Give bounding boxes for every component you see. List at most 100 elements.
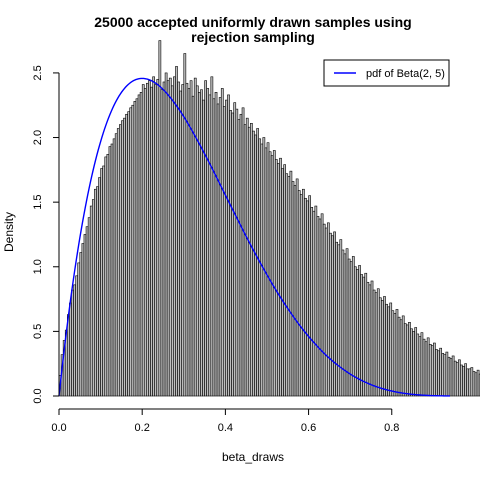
histogram-bar: [366, 281, 370, 397]
histogram-bar: [368, 284, 372, 397]
histogram-bar: [428, 344, 432, 397]
histogram-bar: [435, 349, 438, 397]
histogram-bar: [295, 178, 299, 397]
histogram-bar: [466, 368, 470, 397]
histogram-bar: [449, 358, 453, 397]
histogram-bar: [239, 113, 243, 397]
histogram-bar: [73, 284, 76, 397]
histogram-bar: [343, 253, 347, 397]
histogram-bar: [433, 342, 436, 397]
histogram-bar: [241, 107, 245, 397]
histogram-bar: [110, 143, 114, 397]
histogram-bar: [106, 154, 110, 397]
histogram-bar: [468, 368, 472, 397]
histogram-bar: [308, 195, 311, 397]
histogram-bar: [121, 120, 124, 397]
legend-label: pdf of Beta(2, 5): [366, 68, 445, 80]
histogram-bar: [455, 362, 459, 397]
histogram-bar: [100, 168, 103, 397]
histogram-bar: [210, 76, 214, 397]
y-tick-label: 2.5: [32, 65, 44, 80]
histogram-bar: [171, 85, 174, 397]
histogram-bar: [162, 81, 166, 397]
histogram-bar: [198, 92, 201, 397]
histogram-bar: [291, 181, 295, 397]
histogram-bar: [464, 363, 467, 397]
histogram-bar: [96, 186, 99, 397]
histogram-bar: [445, 351, 449, 397]
histogram-bar: [270, 155, 274, 397]
y-axis: 0.0 0.5 1.0 1.5 2.0 2.5: [32, 65, 60, 404]
histogram-bar: [391, 310, 395, 397]
chart-title: 25000 accepted uniformly drawn samples u…: [94, 14, 411, 45]
histogram-bar: [158, 40, 162, 397]
histogram-bar: [187, 88, 191, 397]
histogram-bar: [389, 302, 393, 397]
histogram-bar: [223, 106, 226, 397]
histogram-bar: [91, 199, 95, 397]
histogram-bar: [302, 188, 305, 397]
histogram-bar: [360, 274, 363, 397]
histogram-bar: [247, 126, 251, 397]
histogram-bar: [175, 66, 178, 397]
x-tick-label: 0.0: [51, 422, 66, 434]
histogram-bar: [381, 300, 384, 397]
histogram-bar: [77, 262, 81, 397]
beta-pdf-line: [58, 77, 451, 397]
histogram-bar: [418, 336, 422, 397]
histogram-bar: [243, 124, 247, 397]
histogram-bar: [114, 133, 118, 397]
histogram-bar: [268, 151, 272, 397]
x-tick-label: 0.4: [218, 422, 233, 434]
histogram-bar: [293, 185, 297, 397]
histogram-bar: [116, 128, 120, 397]
histogram-bar: [426, 337, 430, 397]
y-tick-label: 2.0: [32, 130, 44, 145]
histogram-bar: [341, 249, 345, 397]
histogram-bar: [474, 372, 478, 397]
histogram-bar: [102, 165, 106, 397]
x-tick-label: 0.2: [135, 422, 150, 434]
chart-title-line-2: rejection sampling: [191, 29, 315, 45]
histogram-bar: [420, 332, 424, 397]
histogram-bar: [119, 124, 122, 397]
histogram-bar: [283, 164, 286, 397]
histogram-bar: [412, 331, 415, 397]
histogram-bar: [154, 84, 158, 397]
histogram-bar: [231, 112, 235, 397]
histogram-bar: [397, 316, 401, 397]
histogram-bar: [401, 315, 405, 397]
histogram-bars: [58, 40, 480, 397]
y-tick-label: 1.0: [32, 259, 44, 274]
histogram-bar: [191, 95, 195, 397]
histogram-bar: [358, 265, 361, 397]
histogram-bar: [335, 241, 338, 397]
histogram-bar: [129, 107, 133, 397]
histogram-bar: [408, 322, 411, 397]
histogram-bar: [462, 365, 465, 397]
histogram-bar: [306, 200, 309, 397]
histogram-bar: [245, 117, 249, 397]
histogram-bar: [212, 98, 216, 397]
histogram-bar: [414, 327, 418, 397]
histogram-bar: [229, 110, 232, 397]
histogram-bar: [322, 223, 326, 397]
histogram-bar: [141, 84, 145, 397]
histogram-bar: [208, 94, 212, 397]
histogram-bar: [195, 85, 199, 397]
histogram-bar: [71, 289, 74, 397]
histogram-bar: [347, 258, 351, 397]
histogram-bar: [333, 231, 336, 397]
histogram-bar: [376, 288, 380, 397]
histogram-bar: [297, 190, 301, 397]
histogram-bar: [235, 108, 239, 397]
histogram-bar: [362, 276, 366, 397]
histogram-bar: [272, 150, 276, 397]
x-axis-label: beta_draws: [222, 450, 284, 464]
y-tick-label: 0.5: [32, 324, 44, 339]
histogram-bar: [356, 269, 359, 397]
histogram-bar: [146, 82, 149, 397]
histogram-bar: [200, 89, 203, 397]
histogram-bar: [152, 76, 155, 397]
histogram-bar: [225, 99, 228, 397]
